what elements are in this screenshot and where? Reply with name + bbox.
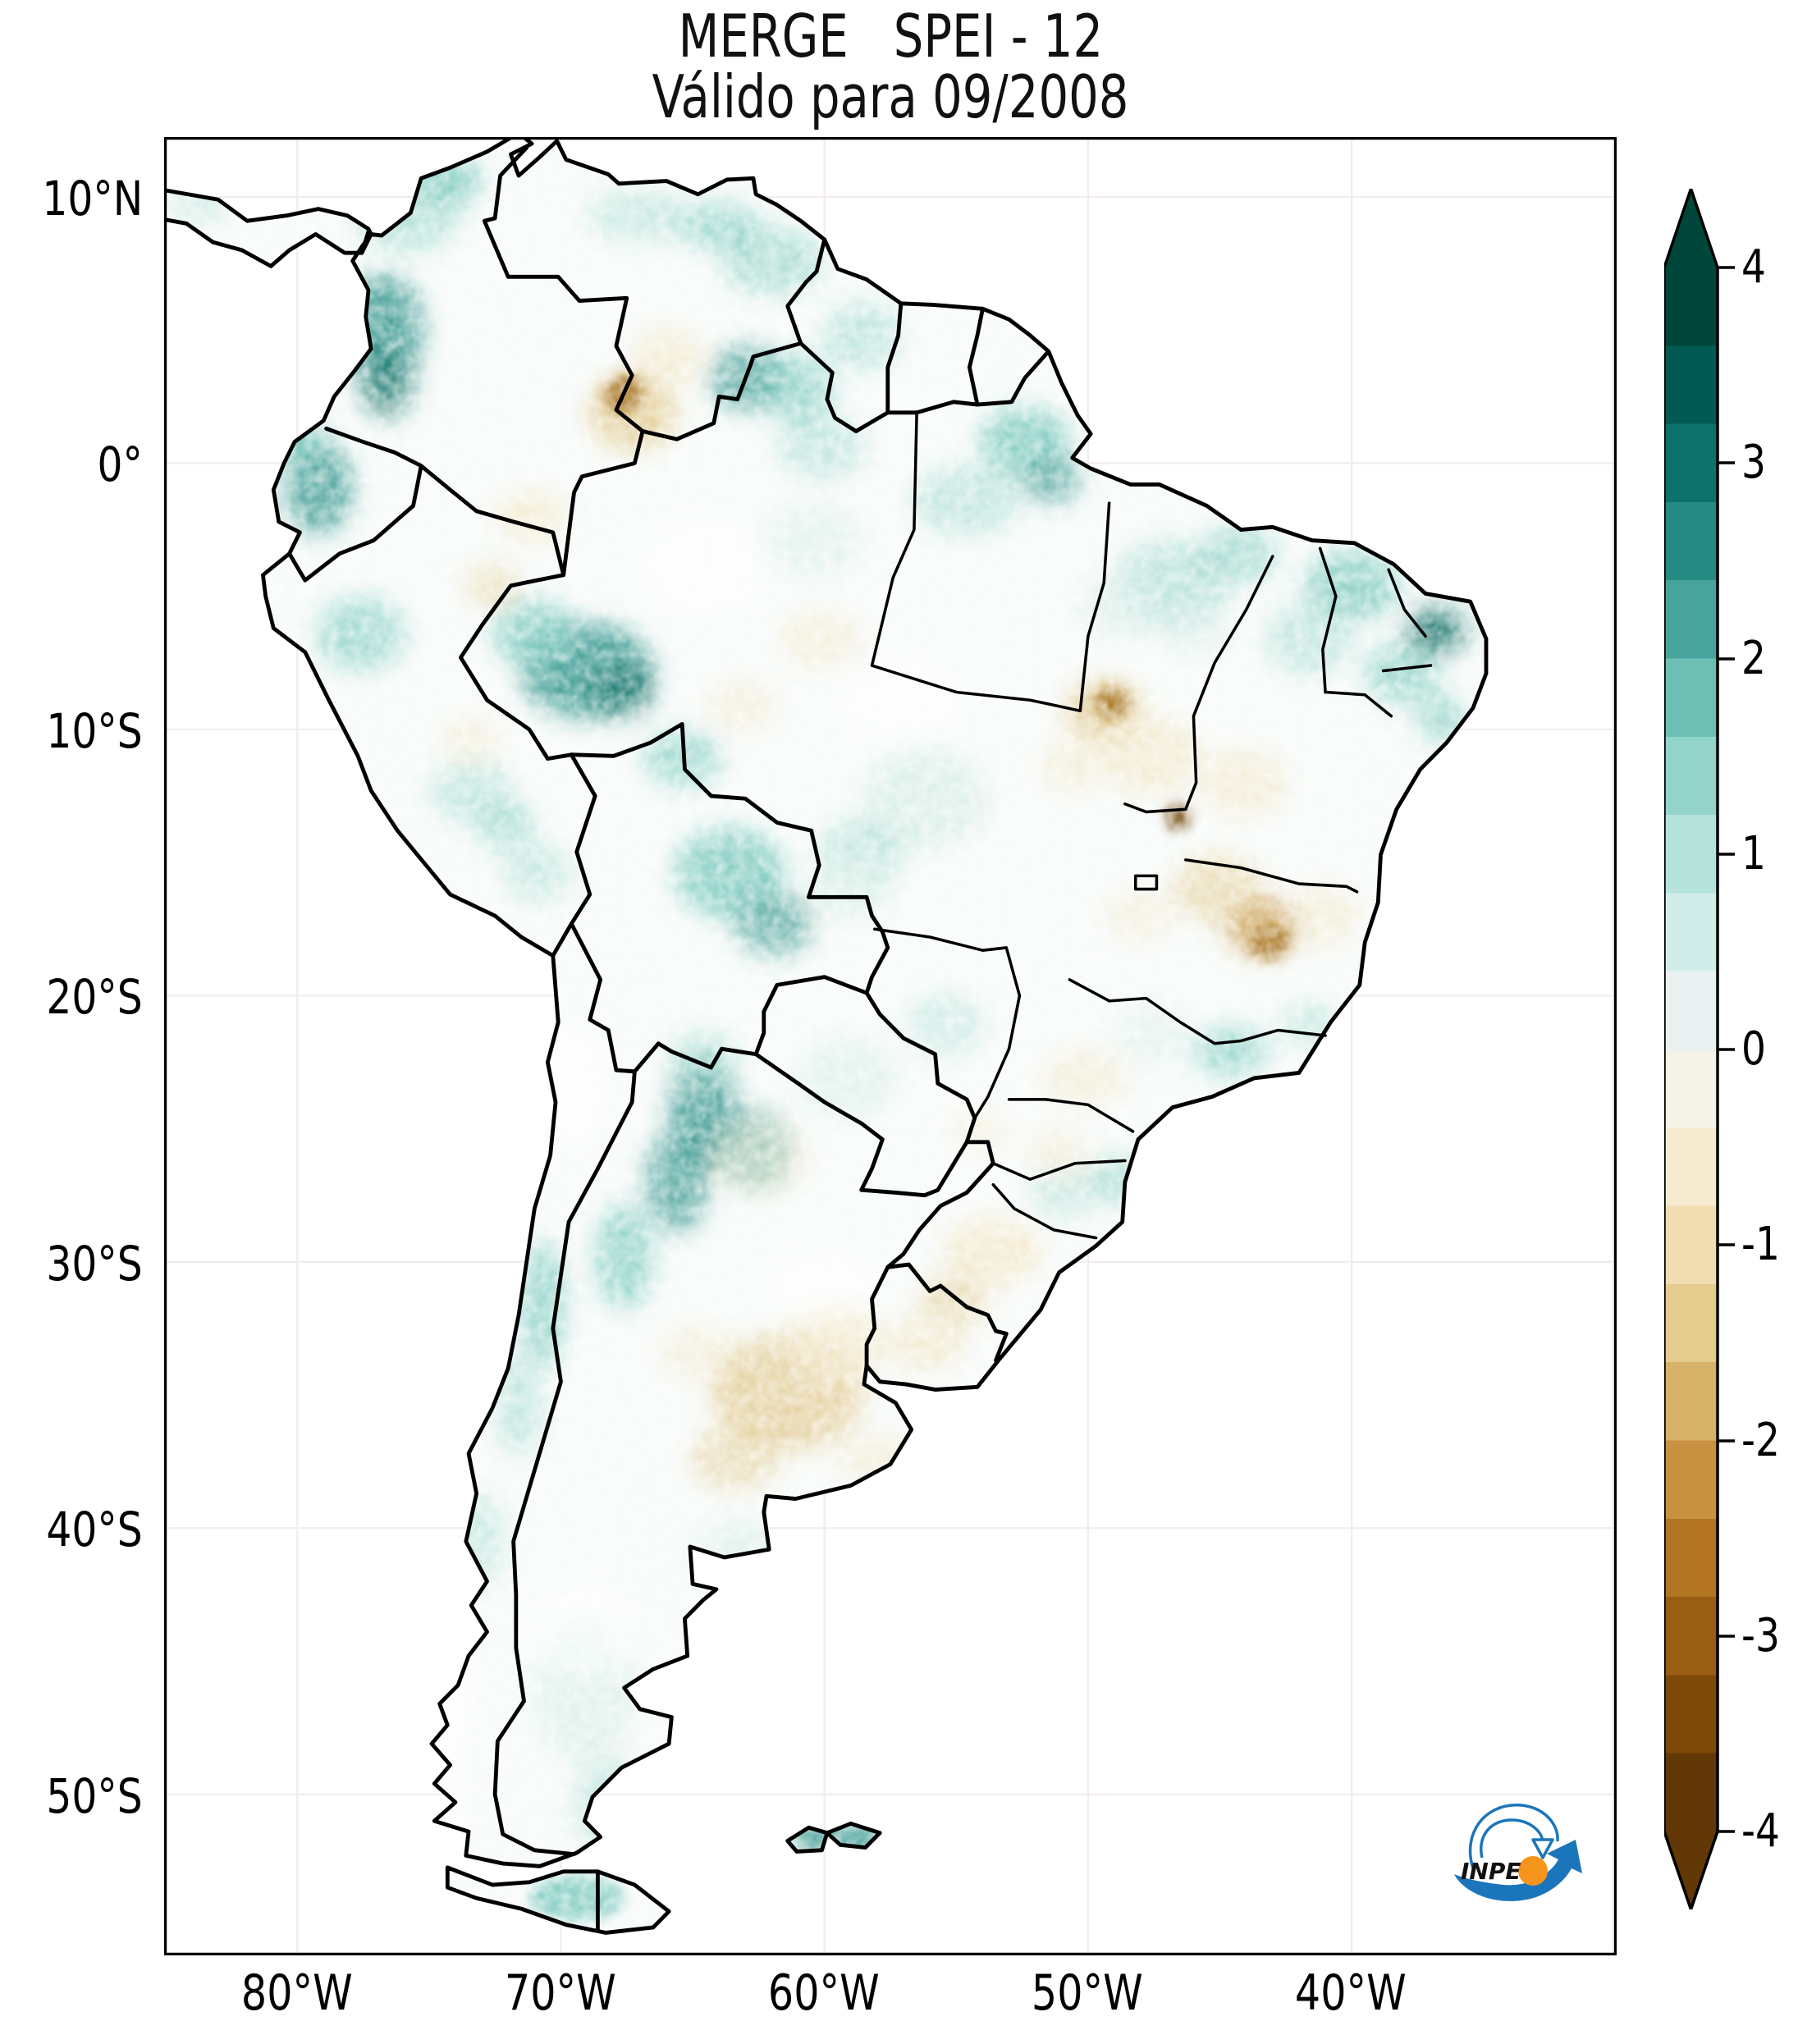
logo-orbit-spiral-icon [1468, 1804, 1559, 1872]
cb-tick-m3: -3 [1741, 1609, 1780, 1662]
cb-tick-2: 2 [1741, 632, 1766, 685]
lat-tick-10n: 10°N [42, 171, 143, 226]
lon-tick-70w: 70°W [505, 1964, 616, 2022]
cb-tick-m4: -4 [1741, 1804, 1780, 1858]
title-text: MERGE SPEI - 12 [678, 2, 1103, 71]
page-subtitle: Válido para 09/2008 [164, 67, 1617, 126]
country-borders [287, 145, 1051, 1932]
colorbar-bar [1664, 189, 1719, 1909]
inpe-logo: INPE [1454, 1804, 1582, 1901]
logo-swoosh-arrow-icon [1454, 1840, 1582, 1901]
lat-tick-10s: 10°S [46, 703, 143, 759]
subtitle-text: Válido para 09/2008 [652, 62, 1129, 131]
cb-tick-3: 3 [1741, 436, 1766, 489]
colorbar [1664, 189, 1735, 1909]
lon-tick-40w: 40°W [1295, 1964, 1407, 2022]
logo-text: INPE [1461, 1858, 1521, 1885]
lat-tick-40s: 40°S [46, 1502, 143, 1557]
raster-speckle-texture [164, 137, 1486, 1933]
page-title: MERGE SPEI - 12 [164, 7, 1617, 66]
logo-down-arrowhead-icon [1531, 1838, 1554, 1859]
lat-tick-0: 0° [97, 437, 143, 492]
lon-tick-80w: 80°W [241, 1964, 353, 2022]
cb-tick-m1: -1 [1741, 1218, 1780, 1271]
map-canvas [155, 130, 1620, 1959]
lat-tick-20s: 20°S [46, 969, 143, 1025]
lon-tick-50w: 50°W [1032, 1964, 1143, 2022]
cb-tick-4: 4 [1741, 240, 1766, 294]
cb-tick-1: 1 [1741, 827, 1766, 880]
cb-tick-0: 0 [1741, 1022, 1766, 1076]
state-borders [870, 411, 1433, 1240]
map-plot-area [155, 130, 1620, 1959]
cb-tick-m2: -2 [1741, 1414, 1780, 1467]
logo-sun-dot [1518, 1856, 1548, 1886]
spei-raster-field [164, 137, 1486, 1933]
colorbar-tick-marks [1718, 266, 1735, 1833]
lat-tick-30s: 30°S [46, 1236, 143, 1292]
coastline [155, 130, 1489, 1935]
lat-tick-50s: 50°S [46, 1768, 143, 1824]
lon-tick-60w: 60°W [768, 1964, 880, 2022]
